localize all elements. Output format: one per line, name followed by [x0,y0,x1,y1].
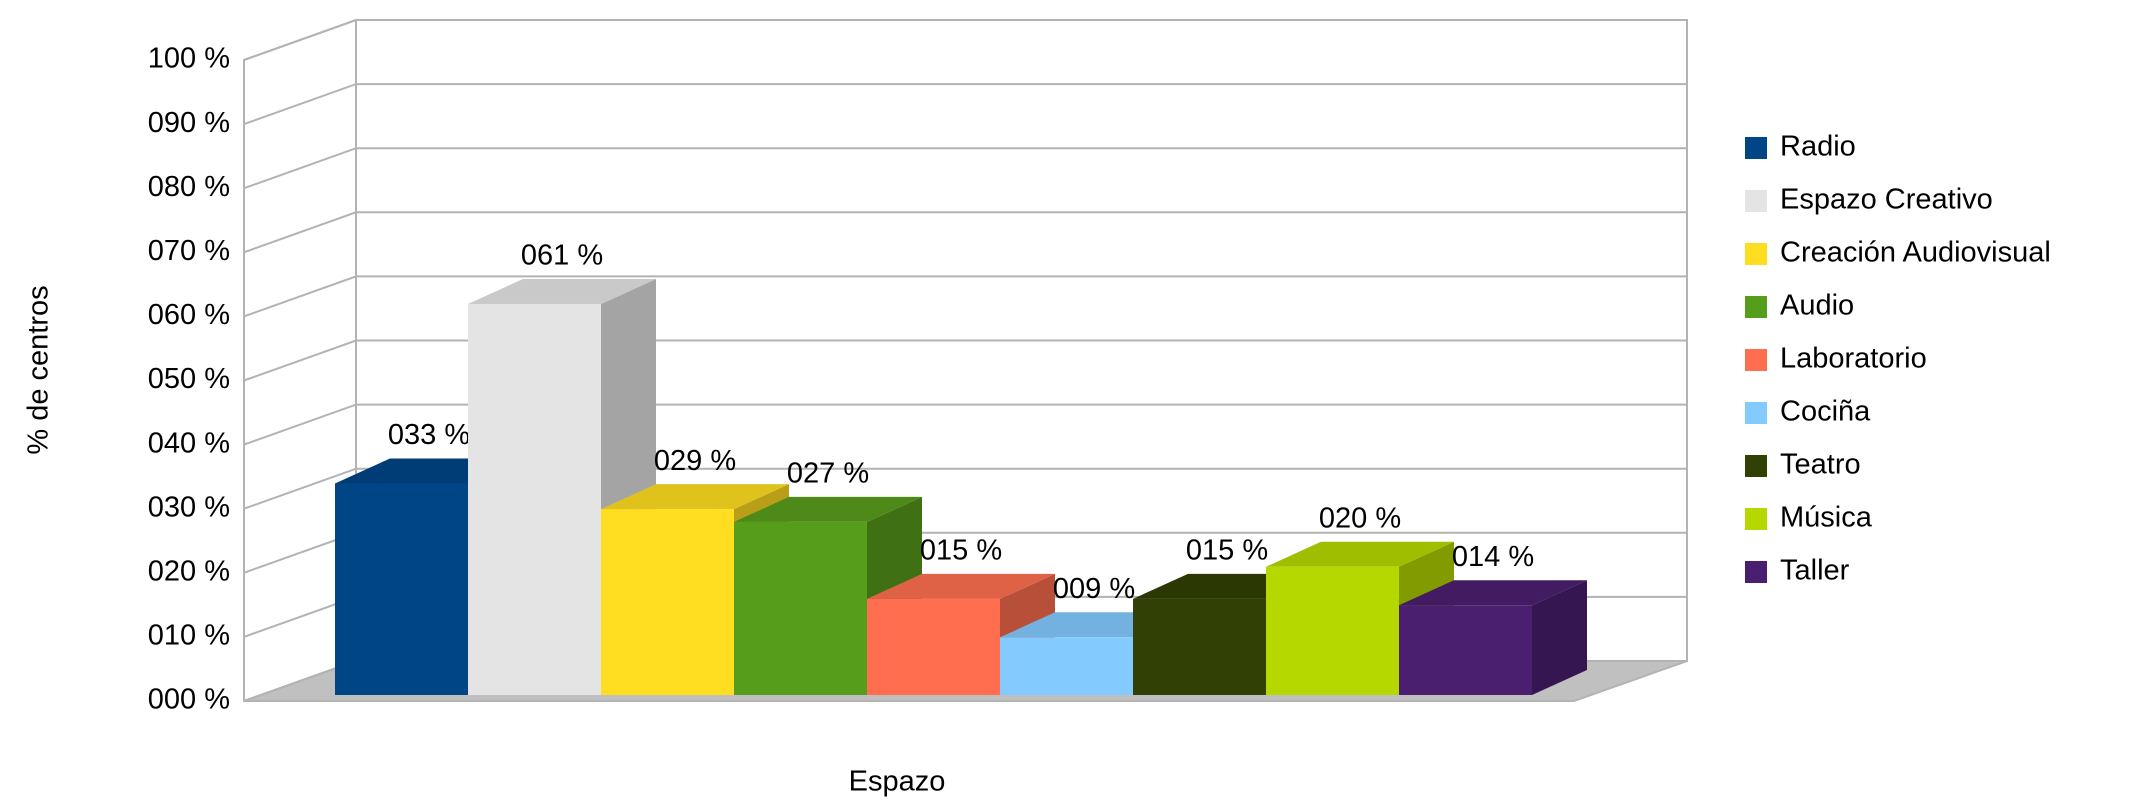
bar-top [734,496,922,522]
legend-swatch [1745,349,1767,371]
y-tick-label: 000 % [148,684,230,716]
bar-front [468,303,601,695]
y-tick-label: 090 % [148,107,230,139]
value-label: 033 % [388,419,470,451]
legend-label: Radio [1780,131,1856,163]
value-label: 015 % [1186,535,1268,567]
bar-front [601,509,734,695]
x-axis-label: Espazo [849,766,946,798]
y-tick-label: 050 % [148,363,230,395]
bar-top [1266,541,1454,567]
legend-swatch [1745,455,1767,477]
legend-label: Música [1780,502,1873,534]
grid-line [243,147,1687,190]
bar-top [867,573,1055,599]
y-tick-label: 070 % [148,235,230,267]
value-label: 020 % [1319,502,1401,534]
legend-label: Cociña [1780,396,1871,428]
grid-line [243,211,1687,254]
bar-front [1000,637,1133,695]
y-axis-label: % de centros [23,285,55,454]
legend-label: Audio [1780,290,1854,322]
bar-front [335,483,468,695]
grid-line [243,275,1687,318]
y-tick-label: 020 % [148,555,230,587]
grid-line [243,19,1687,61]
value-label: 061 % [521,240,603,272]
value-label: 009 % [1053,573,1135,605]
value-label: 014 % [1452,541,1534,573]
legend-label: Teatro [1780,449,1861,481]
legend-label: Espazo Creativo [1780,184,1993,216]
value-label: 027 % [787,458,869,490]
legend-swatch [1745,243,1767,265]
legend-swatch [1745,190,1767,212]
bar-side [1532,580,1587,695]
bar-front [867,598,1000,695]
bar-front [1266,566,1399,695]
bar [1399,580,1587,695]
bar-front [734,521,867,695]
y-tick-label: 060 % [148,299,230,331]
legend-swatch [1745,561,1767,583]
bar-top [468,278,656,304]
legend-swatch [1745,508,1767,530]
bar-top [1399,580,1587,606]
legend-label: Laboratorio [1780,343,1927,375]
legend-swatch [1745,296,1767,318]
grid-line [243,83,1687,126]
value-label: 029 % [654,445,736,477]
bar-top [601,484,789,510]
bar-front [1399,605,1532,695]
y-tick-label: 030 % [148,491,230,523]
y-tick-label: 010 % [148,620,230,652]
legend-swatch [1745,137,1767,159]
bar-front [1133,598,1266,695]
legend-label: Taller [1780,555,1850,587]
value-label: 015 % [920,535,1002,567]
grid-line [243,467,1687,510]
legend-label: Creación Audiovisual [1780,237,2051,269]
grid-line [243,339,1687,382]
grid-line [243,403,1687,446]
legend-swatch [1745,402,1767,424]
y-tick-label: 040 % [148,427,230,459]
y-tick-label: 080 % [148,171,230,203]
y-tick-label: 100 % [148,43,230,75]
